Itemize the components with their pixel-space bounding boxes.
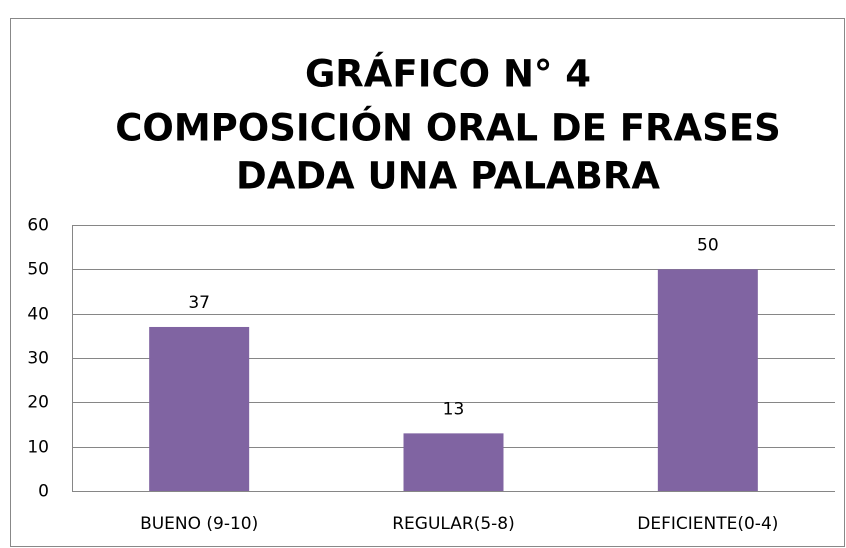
bar — [403, 433, 504, 491]
bar — [149, 326, 250, 491]
x-tick-label: BUENO (9-10) — [140, 514, 258, 534]
y-tick-label: 30 — [27, 349, 49, 369]
x-tick-label: REGULAR(5-8) — [392, 514, 515, 534]
chart-title: GRÁFICO N° 4 — [305, 52, 591, 96]
y-tick-label: 0 — [38, 482, 49, 502]
y-tick-label: 20 — [27, 393, 49, 413]
data-label: 37 — [188, 293, 210, 313]
chart-title: COMPOSICIÓN ORAL DE FRASES — [115, 106, 781, 150]
y-tick-label: 60 — [27, 216, 49, 236]
bar — [657, 269, 758, 491]
data-label: 50 — [697, 235, 719, 255]
y-tick-label: 40 — [27, 305, 49, 325]
data-label: 13 — [443, 399, 465, 419]
x-tick-label: DEFICIENTE(0-4) — [637, 514, 778, 534]
y-tick-label: 10 — [27, 438, 49, 458]
y-tick-label: 50 — [27, 260, 49, 280]
chart-title: DADA UNA PALABRA — [236, 155, 660, 198]
